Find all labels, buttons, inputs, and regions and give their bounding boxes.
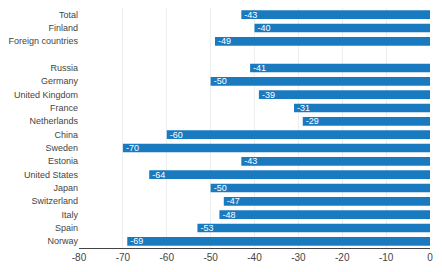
- svg-text:-60: -60: [170, 130, 183, 140]
- svg-text:-43: -43: [244, 10, 257, 20]
- svg-text:-60: -60: [160, 252, 175, 263]
- svg-text:-40: -40: [247, 252, 262, 263]
- svg-text:-50: -50: [214, 76, 227, 86]
- svg-text:-10: -10: [379, 252, 394, 263]
- svg-text:United Kingdom: United Kingdom: [14, 90, 78, 100]
- svg-text:-20: -20: [335, 252, 350, 263]
- svg-text:Norway: Norway: [47, 236, 78, 246]
- svg-text:-53: -53: [200, 223, 213, 233]
- svg-text:-49: -49: [218, 36, 231, 46]
- svg-text:-40: -40: [258, 23, 271, 33]
- svg-text:-80: -80: [72, 252, 87, 263]
- svg-text:-50: -50: [203, 252, 218, 263]
- svg-text:Total: Total: [59, 10, 78, 20]
- svg-text:Germany: Germany: [41, 76, 79, 86]
- svg-text:-31: -31: [297, 103, 310, 113]
- svg-text:-70: -70: [126, 143, 139, 153]
- svg-text:-69: -69: [130, 236, 143, 246]
- svg-text:Sweden: Sweden: [45, 143, 78, 153]
- svg-text:China: China: [54, 130, 78, 140]
- svg-text:-48: -48: [222, 210, 235, 220]
- svg-text:-30: -30: [291, 252, 306, 263]
- svg-text:Japan: Japan: [53, 183, 78, 193]
- svg-text:-50: -50: [214, 183, 227, 193]
- svg-text:Netherlands: Netherlands: [29, 116, 78, 126]
- svg-text:-41: -41: [253, 63, 266, 73]
- svg-text:Finland: Finland: [48, 23, 78, 33]
- svg-text:0: 0: [427, 252, 433, 263]
- svg-text:United States: United States: [24, 170, 79, 180]
- svg-text:Foreign countries: Foreign countries: [8, 36, 78, 46]
- svg-text:-39: -39: [262, 90, 275, 100]
- svg-text:Switzerland: Switzerland: [31, 196, 78, 206]
- svg-text:Italy: Italy: [61, 210, 78, 220]
- svg-text:Russia: Russia: [50, 63, 78, 73]
- svg-text:France: France: [50, 103, 78, 113]
- svg-text:-29: -29: [306, 116, 319, 126]
- svg-text:-43: -43: [244, 156, 257, 166]
- svg-text:Estonia: Estonia: [48, 156, 78, 166]
- svg-text:Spain: Spain: [55, 223, 78, 233]
- svg-text:-64: -64: [152, 170, 165, 180]
- svg-text:-47: -47: [227, 196, 240, 206]
- svg-text:-70: -70: [116, 252, 131, 263]
